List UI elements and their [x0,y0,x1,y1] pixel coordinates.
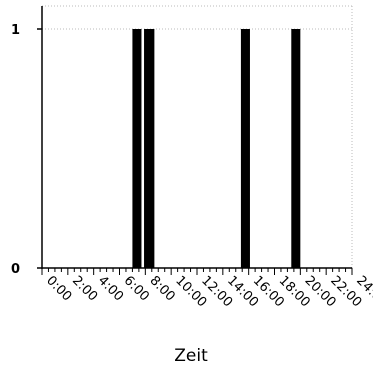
y-tick-labels: 01 [11,23,20,277]
y-tick-label-0: 0 [11,262,20,277]
x-tick-labels: 0:002:004:006:008:0010:0012:0014:0016:00… [43,273,373,310]
x-tick-label-0: 0:00 [43,273,74,304]
x-tick-label-1: 2:00 [69,273,100,304]
x-axis-label: Zeit [174,346,208,366]
x-tick-label-3: 6:00 [121,273,152,304]
bar-0-3 [291,29,301,268]
x-tick-label-4: 8:00 [147,273,178,304]
bars [132,29,301,268]
bar-0-2 [240,29,250,268]
bar-0-0 [132,29,142,268]
plot-area [42,5,353,268]
axes [37,6,353,275]
y-tick-label-1: 1 [11,23,20,38]
x-tick-label-2: 4:00 [95,273,126,304]
bar-0-1 [144,29,155,268]
